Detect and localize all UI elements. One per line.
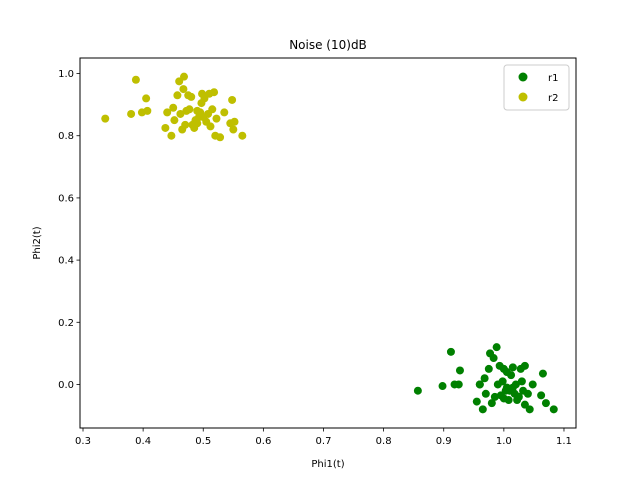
point-r1-37 [523,389,532,398]
point-r1-20 [498,377,507,386]
x-tick-label-0.7: 0.7 [316,436,332,447]
point-r2-15 [179,85,188,94]
point-r2-41 [220,108,229,117]
point-r1-11 [484,364,493,373]
point-r2-45 [230,117,239,126]
y-tick-label-0.8: 0.8 [58,131,74,142]
point-r1-13 [487,399,496,408]
point-r2-37 [210,88,219,97]
x-tick-label-0.8: 0.8 [376,436,392,447]
point-r1-46 [502,383,511,392]
point-r2-1 [127,109,136,118]
y-tick-label-1.0: 1.0 [58,69,74,80]
point-r1-2 [446,347,455,356]
point-r2-10 [170,116,179,125]
point-r2-16 [180,72,189,81]
point-r2-4 [142,94,151,103]
point-r1-38 [525,405,534,414]
x-tick-label-1.1: 1.1 [556,436,572,447]
point-r2-40 [216,133,225,142]
legend: r1 r2 [503,64,570,111]
point-r1-41 [538,369,547,378]
point-r2-47 [193,106,202,115]
point-r1-33 [517,377,526,386]
x-tick-label-0.5: 0.5 [195,436,211,447]
y-axis: 0.0 0.2 0.4 0.6 0.8 1.0 [58,69,80,391]
plot-frame [79,57,577,429]
point-r2-44 [229,125,238,134]
point-r2-36 [208,105,217,114]
point-r1-8 [478,405,487,414]
point-r2-7 [163,108,172,117]
point-r1-27 [508,363,517,372]
chart-title: Noise (10)dB [289,38,367,52]
point-r2-5 [143,106,152,115]
point-r1-5 [455,366,464,375]
point-r2-11 [173,91,182,100]
point-r2-20 [185,105,194,114]
point-r1-43 [549,405,558,414]
point-r1-15 [490,392,499,401]
point-r1-1 [438,382,447,391]
point-r1-10 [481,389,490,398]
point-r1-35 [520,361,529,370]
point-r1-14 [489,354,498,363]
y-tick-label-0.0: 0.0 [58,380,74,391]
point-r1-4 [454,380,463,389]
x-tick-label-1.0: 1.0 [496,436,512,447]
legend-label-r2: r2 [548,93,558,104]
y-axis-label: Phi2(t) [32,226,43,259]
y-tick-label-0.4: 0.4 [58,256,74,267]
point-r1-6 [472,397,481,406]
x-axis: 0.3 0.4 0.5 0.6 0.7 0.8 0.9 1.0 1.1 [75,428,572,447]
x-tick-label-0.3: 0.3 [75,436,91,447]
point-r2-21 [187,92,196,101]
point-r2-13 [176,109,185,118]
x-axis-label: Phi1(t) [311,459,344,470]
point-r1-9 [480,374,489,383]
legend-box [503,64,570,111]
legend-marker-r1 [518,72,528,82]
legend-marker-r2 [518,92,528,102]
point-r1-0 [413,386,422,395]
point-r1-39 [528,380,537,389]
point-r1-42 [541,399,550,408]
point-r2-9 [169,103,178,112]
y-tick-label-0.6: 0.6 [58,193,74,204]
point-r1-44 [499,364,508,373]
plot-points [101,72,558,414]
point-r2-43 [228,95,237,104]
point-r1-26 [507,371,516,380]
x-tick-label-0.9: 0.9 [436,436,452,447]
point-r1-24 [504,396,513,405]
point-r2-0 [101,114,110,123]
point-r2-25 [193,119,202,128]
x-tick-label-0.4: 0.4 [135,436,151,447]
point-r2-8 [167,131,176,140]
point-r2-17 [181,120,190,129]
point-r2-6 [161,123,170,132]
point-r2-2 [131,75,140,84]
point-r1-30 [511,380,520,389]
point-r2-39 [212,114,221,123]
point-r1-16 [492,343,501,352]
y-tick-label-0.2: 0.2 [58,318,74,329]
point-r1-45 [475,380,484,389]
legend-label-r1: r1 [548,73,558,84]
point-r1-40 [537,391,546,400]
x-tick-label-0.6: 0.6 [255,436,271,447]
point-r2-46 [238,131,247,140]
point-r1-47 [513,396,522,405]
point-r2-35 [206,122,215,131]
